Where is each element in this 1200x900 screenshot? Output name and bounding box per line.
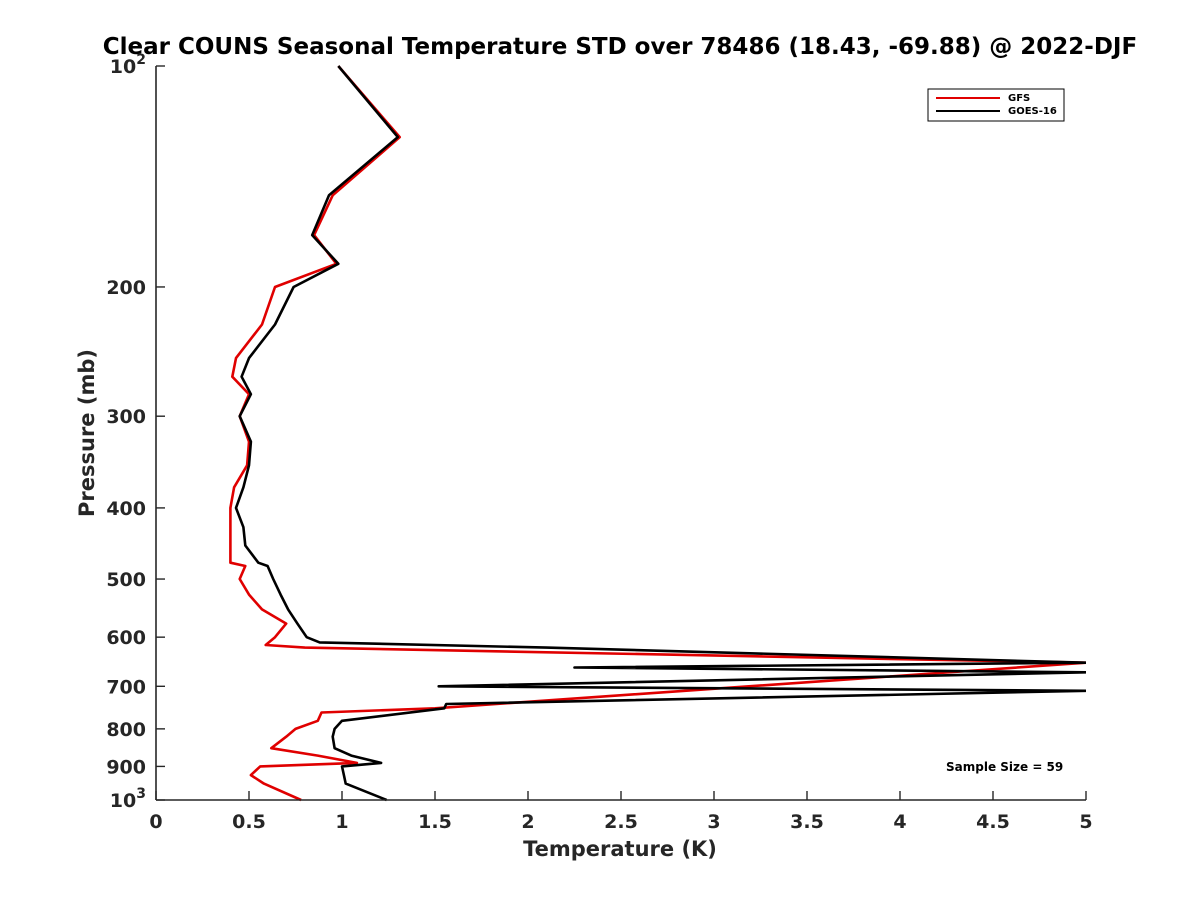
series-line-goes16 [234,65,1086,802]
y-tick-label: 800 [106,719,146,741]
legend: GFS GOES-16 [927,88,1065,122]
y-tick-label: 500 [106,569,146,591]
legend-label-gfs: GFS [1008,93,1030,104]
x-tick-label: 1.5 [418,811,452,833]
series-layer [229,65,1086,802]
y-tick-label: 600 [106,627,146,649]
y-ticks: 102 200 300 400 500 600 700 800 900 103 [106,52,165,812]
x-tick-label: 1 [335,811,348,833]
x-axis-label: Temperature (K) [523,837,717,861]
x-tick-label: 2.5 [604,811,638,833]
y-tick-label: 700 [106,676,146,698]
legend-label-goes16: GOES-16 [1008,106,1057,117]
series-line-gfs [229,65,1086,802]
x-tick-label: 3.5 [790,811,824,833]
chart-title: Clear COUNS Seasonal Temperature STD ove… [103,34,1137,60]
legend-box [927,88,1065,122]
x-tick-label: 0.5 [232,811,266,833]
x-tick-label: 2 [521,811,534,833]
plot-area: 0 0.5 1 1.5 2 2.5 3 3.5 4 4.5 5 102 200 300 400 500 600… [106,52,1092,833]
y-tick-label: 900 [106,756,146,778]
sample-size-annotation: Sample Size = 59 [946,760,1063,774]
x-tick-label: 4.5 [976,811,1010,833]
x-tick-label: 3 [707,811,720,833]
x-ticks: 0 0.5 1 1.5 2 2.5 3 3.5 4 4.5 5 [149,791,1093,833]
y-tick-label: 103 [110,786,146,812]
x-tick-label: 0 [149,811,162,833]
y-tick-label: 200 [106,277,146,299]
x-tick-label: 4 [893,811,906,833]
y-axis-label: Pressure (mb) [75,349,99,517]
y-tick-label: 300 [106,406,146,428]
y-tick-label: 400 [106,498,146,520]
y-tick-label: 102 [110,52,146,78]
x-tick-label: 5 [1079,811,1092,833]
